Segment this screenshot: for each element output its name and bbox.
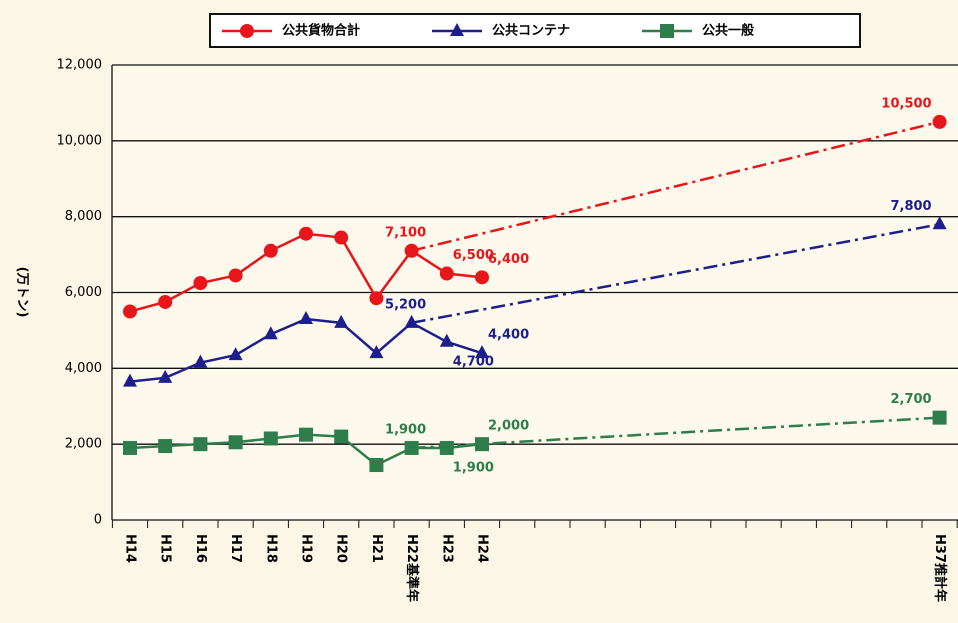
- y-tick-label: 10,000: [57, 133, 103, 148]
- data-point: [263, 243, 278, 258]
- x-tick-label: H18: [263, 534, 278, 563]
- data-point: [475, 437, 489, 452]
- x-tick-label: H15: [158, 534, 173, 563]
- data-point: [228, 435, 243, 450]
- x-tick-label: H19: [299, 534, 314, 563]
- data-point: [439, 440, 454, 455]
- data-point: [158, 369, 173, 383]
- x-tick-label: H17: [228, 534, 243, 563]
- data-point: [193, 354, 208, 368]
- x-tick-label: H23: [439, 534, 454, 563]
- y-tick-label: 6,000: [65, 285, 102, 300]
- y-tick-label: 4,000: [65, 361, 102, 376]
- data-point: [228, 268, 243, 283]
- data-point: [193, 437, 208, 452]
- data-point: [123, 304, 137, 319]
- value-label: 6,500: [453, 248, 494, 263]
- y-tick-label: 2,000: [65, 437, 102, 452]
- data-point: [334, 230, 349, 245]
- data-point: [404, 440, 419, 455]
- legend-label: 公共一般: [702, 23, 754, 39]
- x-tick-label: H14: [123, 534, 138, 563]
- data-point: [123, 440, 137, 455]
- x-tick-label: H37推計年: [932, 534, 948, 602]
- projection-line: [411, 416, 940, 450]
- data-point: [439, 333, 454, 347]
- data-point: [404, 243, 419, 258]
- y-tick-label: 0: [94, 513, 102, 528]
- data-point: [123, 373, 137, 387]
- value-label: 7,100: [385, 225, 426, 240]
- data-point: [263, 431, 278, 446]
- legend-marker: [660, 24, 674, 38]
- data-point: [334, 314, 349, 328]
- value-label: 1,900: [385, 422, 426, 437]
- data-point: [158, 294, 173, 309]
- data-point: [932, 410, 947, 425]
- data-point: [932, 216, 947, 230]
- data-point: [193, 276, 208, 291]
- data-point: [369, 291, 384, 306]
- legend-marker: [450, 23, 464, 36]
- data-point: [299, 311, 313, 325]
- value-label: 2,700: [890, 392, 931, 407]
- y-tick-label: 8,000: [65, 209, 102, 224]
- legend-marker: [240, 24, 254, 38]
- x-tick-label: H21: [369, 534, 384, 563]
- x-tick-label: H22基準年: [404, 534, 420, 602]
- data-point: [932, 114, 947, 129]
- value-label: 10,500: [881, 96, 931, 111]
- projection-line: [411, 223, 940, 325]
- data-point: [334, 429, 349, 444]
- data-point: [475, 345, 489, 359]
- projection-line: [411, 120, 940, 253]
- data-point: [263, 326, 278, 340]
- y-axis-label: (万トン): [15, 267, 30, 318]
- value-label: 1,900: [453, 460, 494, 475]
- data-point: [228, 347, 243, 361]
- x-tick-label: H24: [475, 534, 490, 563]
- data-point: [369, 458, 384, 473]
- legend-label: 公共貨物合計: [282, 23, 360, 39]
- data-point: [369, 345, 384, 359]
- data-point: [439, 266, 454, 281]
- x-tick-label: H16: [193, 534, 208, 563]
- legend-box: [209, 13, 861, 48]
- x-tick-label: H20: [334, 534, 349, 563]
- value-label: 7,800: [890, 199, 931, 214]
- value-label: 2,000: [488, 419, 529, 434]
- value-label: 5,200: [385, 297, 426, 312]
- data-point: [475, 270, 489, 285]
- value-label: 4,400: [488, 328, 529, 343]
- data-point: [299, 427, 313, 442]
- value-label: 6,400: [488, 252, 529, 267]
- data-point: [299, 226, 313, 241]
- legend-label: 公共コンテナ: [492, 23, 570, 39]
- y-tick-label: 12,000: [57, 58, 103, 73]
- data-point: [404, 314, 419, 328]
- data-point: [158, 439, 173, 454]
